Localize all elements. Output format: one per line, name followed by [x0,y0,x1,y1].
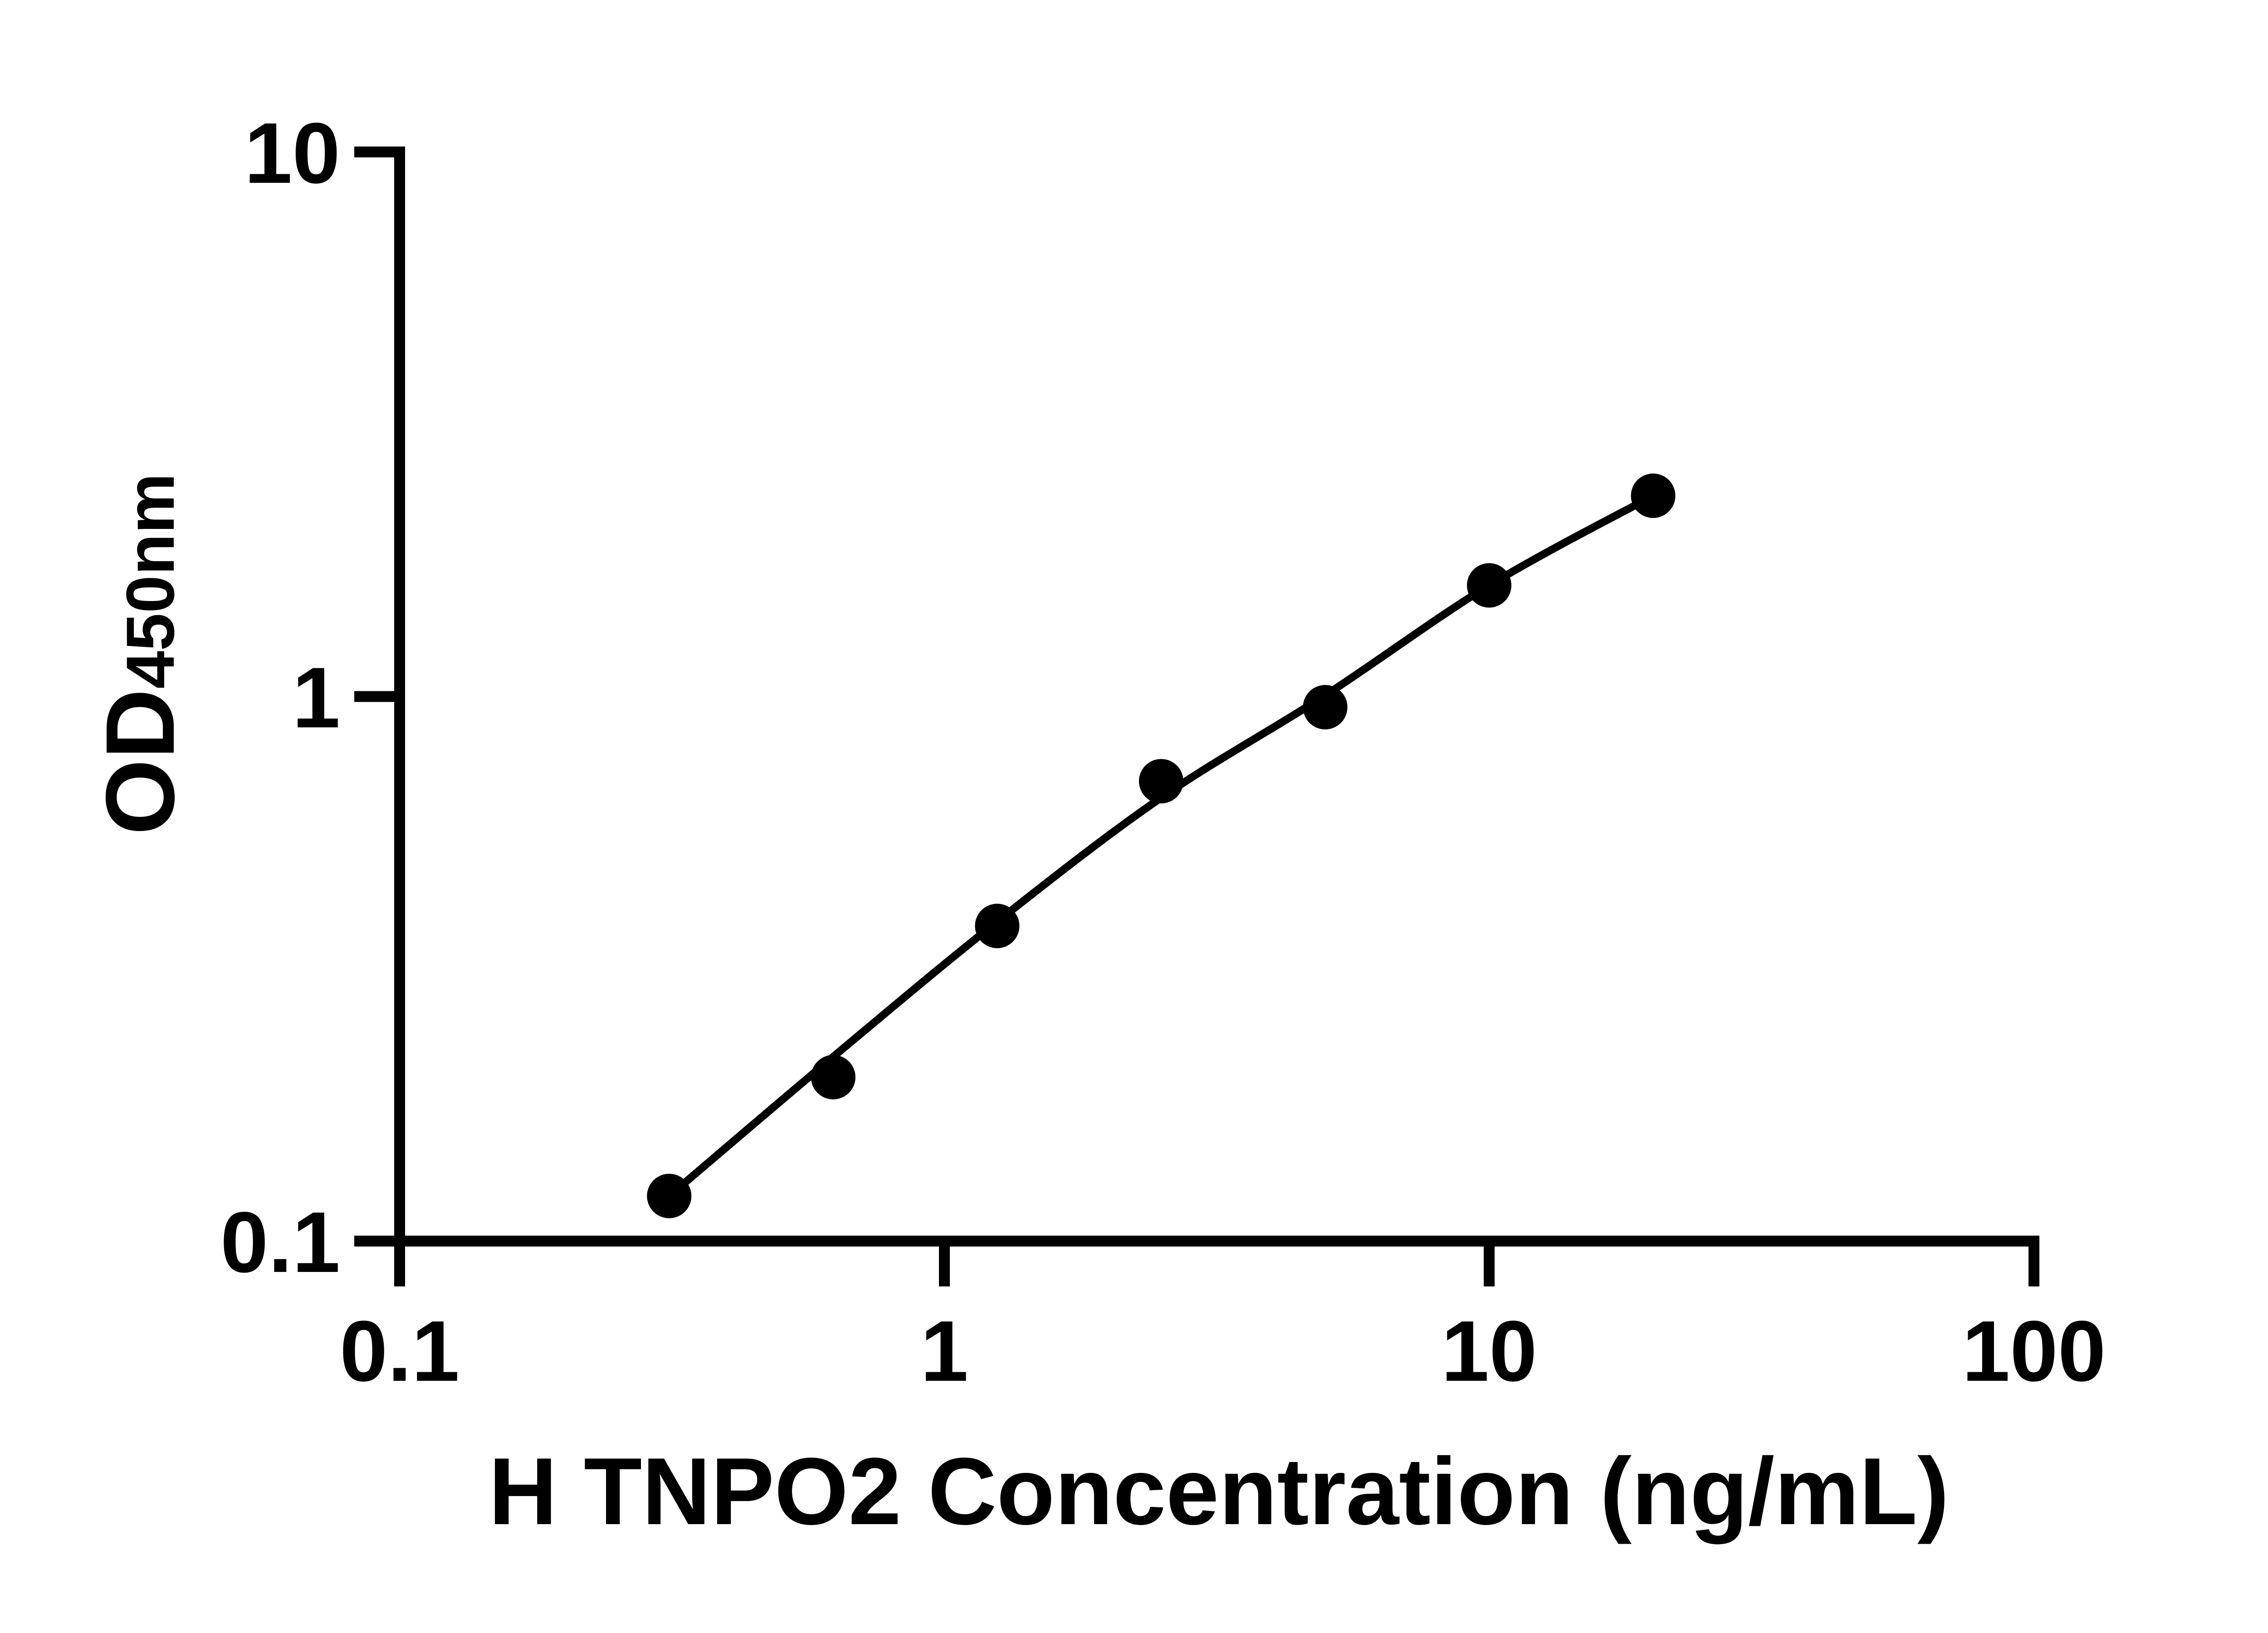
x-axis-title: H TNPO2 Concentration (ng/mL) [489,1438,1949,1545]
plot-area: 0.1 1 10 0.1 1 10 100 [220,105,2106,1399]
data-point [1631,473,1676,518]
y-axis-title-main: OD [85,689,195,835]
y-tick-label: 1 [292,650,340,746]
x-tick-label: 10 [1441,1303,1537,1399]
y-tick-label: 10 [244,105,340,201]
data-point [1303,685,1348,729]
data-point [975,904,1020,949]
data-point [1467,563,1511,608]
x-tick-label: 100 [1962,1303,2106,1399]
y-tick-label: 0.1 [220,1194,340,1291]
y-axis-title-sub: 450nm [112,473,188,689]
data-point [811,1055,855,1100]
data-point [647,1173,692,1218]
x-tick-label: 1 [920,1303,968,1399]
data-point [1139,759,1183,804]
x-tick-label: 0.1 [340,1303,459,1399]
y-axis-title: OD450nm [85,473,195,835]
